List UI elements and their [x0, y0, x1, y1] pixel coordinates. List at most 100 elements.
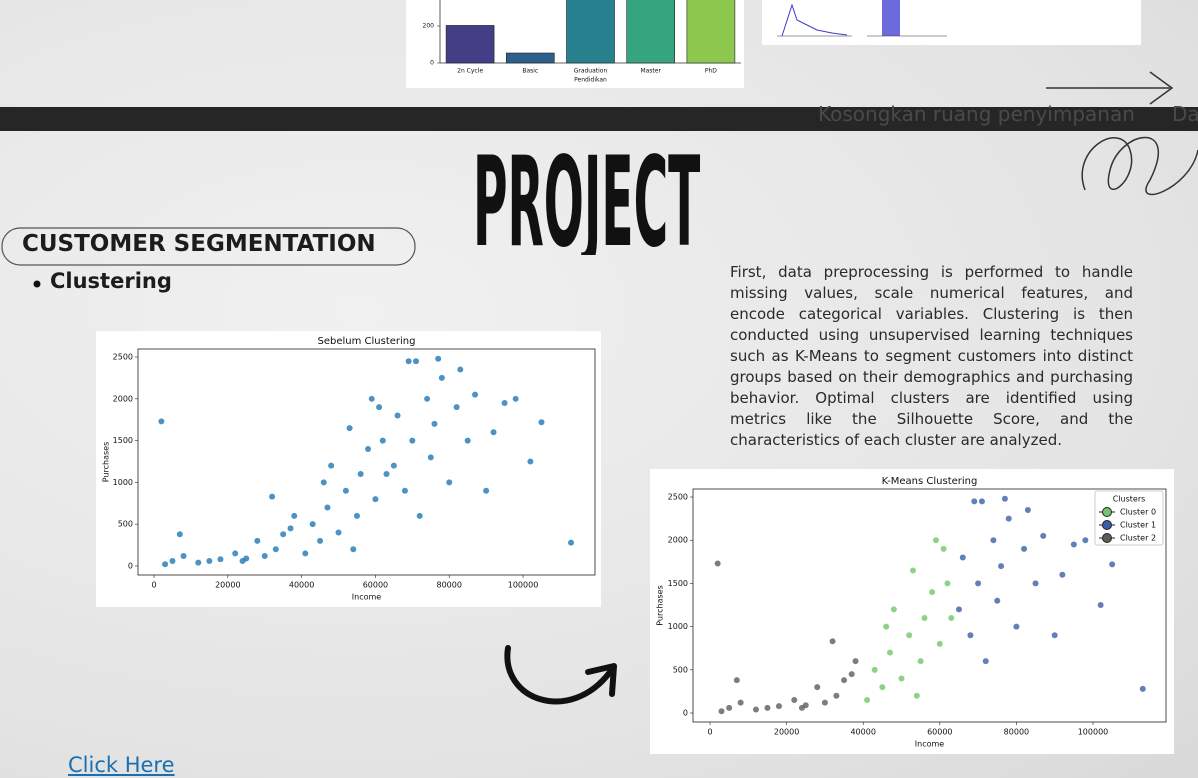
point	[383, 471, 390, 478]
point	[317, 537, 324, 544]
point	[390, 462, 397, 469]
y-axis-label: Purchases	[102, 442, 111, 483]
point	[335, 529, 342, 536]
x-tick-label: Graduation	[574, 68, 608, 75]
point	[948, 614, 955, 621]
point	[1032, 580, 1039, 587]
point	[871, 666, 878, 673]
point	[261, 552, 268, 559]
point	[401, 487, 408, 494]
y-tick-label: 500	[118, 520, 133, 529]
point	[453, 404, 460, 411]
hist-bars	[882, 0, 900, 36]
point	[791, 697, 798, 704]
point	[975, 580, 982, 587]
x-tick-label: 20000	[215, 581, 240, 590]
point	[864, 697, 871, 704]
point	[848, 671, 855, 678]
x-tick-label: 20000	[774, 728, 799, 737]
point	[162, 561, 169, 568]
point	[1109, 561, 1116, 568]
plot: 0 20000 40000 60000 80000 100000 0 500 1000 1500 2…	[102, 336, 596, 602]
point	[737, 699, 744, 706]
chart-title: K-Means Clustering	[882, 476, 978, 487]
kde	[781, 3, 848, 37]
point	[416, 512, 423, 519]
chart-title: Sebelum Clustering	[318, 336, 416, 347]
point	[372, 496, 379, 503]
point	[967, 632, 974, 639]
x-tick-label: 0	[151, 581, 156, 590]
point	[1097, 602, 1104, 609]
point	[982, 658, 989, 665]
point	[169, 557, 176, 564]
bar-chart: 0200400600800100012002n CycleBasicGradua…	[406, 0, 744, 88]
point	[232, 550, 239, 557]
point	[353, 512, 360, 519]
legend-box	[1094, 490, 1164, 546]
point	[424, 395, 431, 402]
point	[883, 623, 890, 630]
point	[568, 539, 575, 546]
point	[1013, 623, 1020, 630]
y-tick-label: 200	[423, 23, 435, 30]
scribble	[1081, 136, 1198, 196]
point	[328, 462, 335, 469]
y-tick-label: 500	[673, 665, 688, 674]
x-tick-label: Master	[640, 68, 661, 75]
point	[994, 597, 1001, 604]
point	[457, 366, 464, 373]
point	[176, 531, 183, 538]
point	[955, 606, 962, 613]
x-tick-label: 80000	[437, 581, 462, 590]
point	[1070, 541, 1077, 548]
point	[944, 580, 951, 587]
point	[833, 692, 840, 699]
x-axis-label: Income	[915, 740, 945, 749]
point	[357, 471, 364, 478]
point	[309, 521, 316, 528]
point	[379, 437, 386, 444]
point	[254, 537, 261, 544]
legend-marker	[1102, 520, 1112, 530]
point	[512, 395, 519, 402]
histogram-image	[762, 0, 1141, 45]
bar	[626, 0, 675, 64]
point	[346, 425, 353, 432]
point	[1005, 515, 1012, 522]
point	[1024, 506, 1031, 513]
banner-text: Da	[1172, 102, 1198, 126]
plot: 0 20000 40000 60000 80000 100000 0 500 1000 1500 2…	[656, 476, 1167, 749]
point	[932, 537, 939, 544]
point	[940, 545, 947, 552]
point	[821, 699, 828, 706]
legend-label: Cluster 2	[1120, 534, 1156, 543]
point	[998, 563, 1005, 570]
point	[1051, 632, 1058, 639]
y-tick-label: 0	[683, 709, 688, 718]
legend-label: Cluster 0	[1120, 508, 1156, 517]
y-tick-label: 2500	[113, 353, 133, 362]
point	[1139, 685, 1146, 692]
point	[726, 704, 733, 711]
banner	[0, 107, 1198, 131]
y-tick-label: 0	[430, 60, 434, 67]
point	[718, 708, 725, 715]
point	[239, 557, 246, 564]
y-axis-label: Purchases	[656, 585, 665, 626]
point	[913, 692, 920, 699]
point	[272, 546, 279, 553]
point	[527, 458, 534, 465]
section-heading: CUSTOMER SEGMENTATION	[22, 231, 376, 257]
point	[959, 554, 966, 561]
legend-title: Clusters	[1113, 495, 1146, 504]
link[interactable]: Click Here	[68, 753, 175, 777]
x-tick-label: 60000	[927, 728, 952, 737]
point	[427, 454, 434, 461]
point	[971, 498, 978, 505]
point	[405, 358, 412, 365]
scatter-chart: 0 20000 40000 60000 80000 100000 0 500 1000 1500 2…	[650, 469, 1174, 754]
point	[342, 487, 349, 494]
